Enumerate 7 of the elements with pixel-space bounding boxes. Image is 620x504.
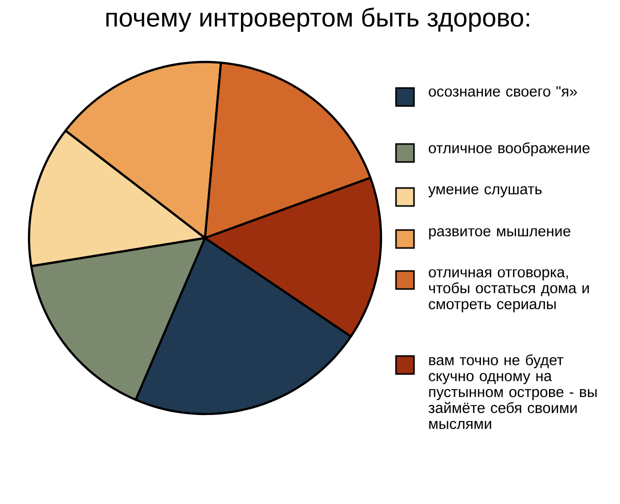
chart-title: почему интровертом быть здорово: [106,8,530,32]
legend-label: развитое мышление [429,228,570,240]
legend-label: осознание своего "я» [428,86,577,97]
legend-label: вам точно не будет скучно одному на пустынном острове - вы займёте себя своими мыслями [428,354,597,430]
legend-label: отличная отговорка, чтобы остаться дома и смотреть сериалы [428,269,589,312]
legend-label: отличное воображение [428,142,590,156]
legend-label: умение слушать [428,186,542,198]
